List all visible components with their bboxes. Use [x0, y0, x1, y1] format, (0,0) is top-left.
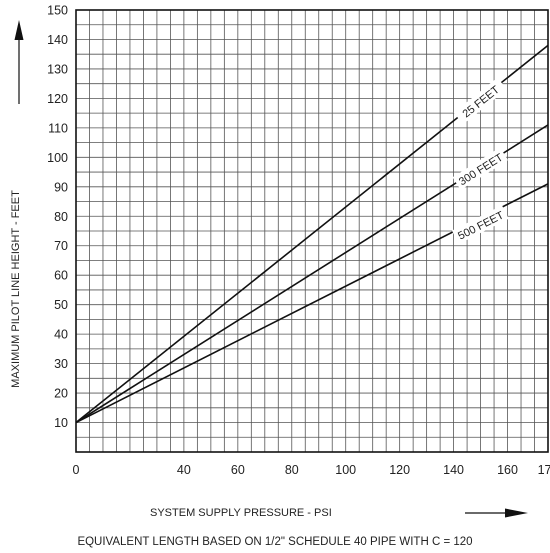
x-tick-label: 175 [538, 463, 550, 477]
y-tick-label: 130 [47, 62, 68, 76]
y-tick-label: 90 [54, 180, 68, 194]
x-tick-label: 0 [73, 463, 80, 477]
y-tick-labels: 10 20 30 40 50 60 70 80 90 100 110 120 130 140 150 [47, 4, 68, 431]
series-label-background [451, 205, 509, 244]
x-tick-label: 80 [285, 463, 299, 477]
x-axis-arrow-icon [465, 508, 528, 518]
y-tick-label: 80 [54, 210, 68, 224]
x-axis-title: SYSTEM SUPPLY PRESSURE - PSI [150, 507, 332, 519]
x-tick-label: 140 [443, 463, 464, 477]
series-label-background [453, 77, 507, 125]
footnote: EQUIVALENT LENGTH BASED ON 1/2" SCHEDULE… [77, 536, 472, 548]
y-tick-label: 120 [47, 92, 68, 106]
y-tick-label: 20 [54, 387, 68, 401]
y-tick-label: 40 [54, 328, 68, 342]
y-tick-label: 60 [54, 269, 68, 283]
x-tick-label: 120 [389, 463, 410, 477]
y-axis-arrow-icon [14, 20, 24, 104]
y-tick-label: 110 [48, 121, 68, 135]
y-tick-label: 10 [54, 416, 68, 430]
y-axis-title: MAXIMUM PILOT LINE HEIGHT - FEET [10, 190, 22, 388]
x-tick-label: 60 [231, 463, 245, 477]
y-tick-label: 140 [47, 33, 68, 47]
x-tick-label: 160 [497, 463, 518, 477]
x-tick-label: 40 [177, 463, 191, 477]
y-tick-label: 100 [47, 151, 68, 165]
grid [75, 9, 549, 453]
y-tick-label: 50 [54, 298, 68, 312]
x-tick-labels: 0 40 60 80 100 120 140 160 175 [73, 463, 550, 477]
y-tick-label: 150 [47, 4, 68, 18]
plot-frame [75, 9, 549, 453]
series-label-background [452, 147, 508, 190]
y-tick-label: 30 [54, 357, 68, 371]
x-tick-label: 100 [335, 463, 356, 477]
y-tick-label: 70 [54, 239, 68, 253]
